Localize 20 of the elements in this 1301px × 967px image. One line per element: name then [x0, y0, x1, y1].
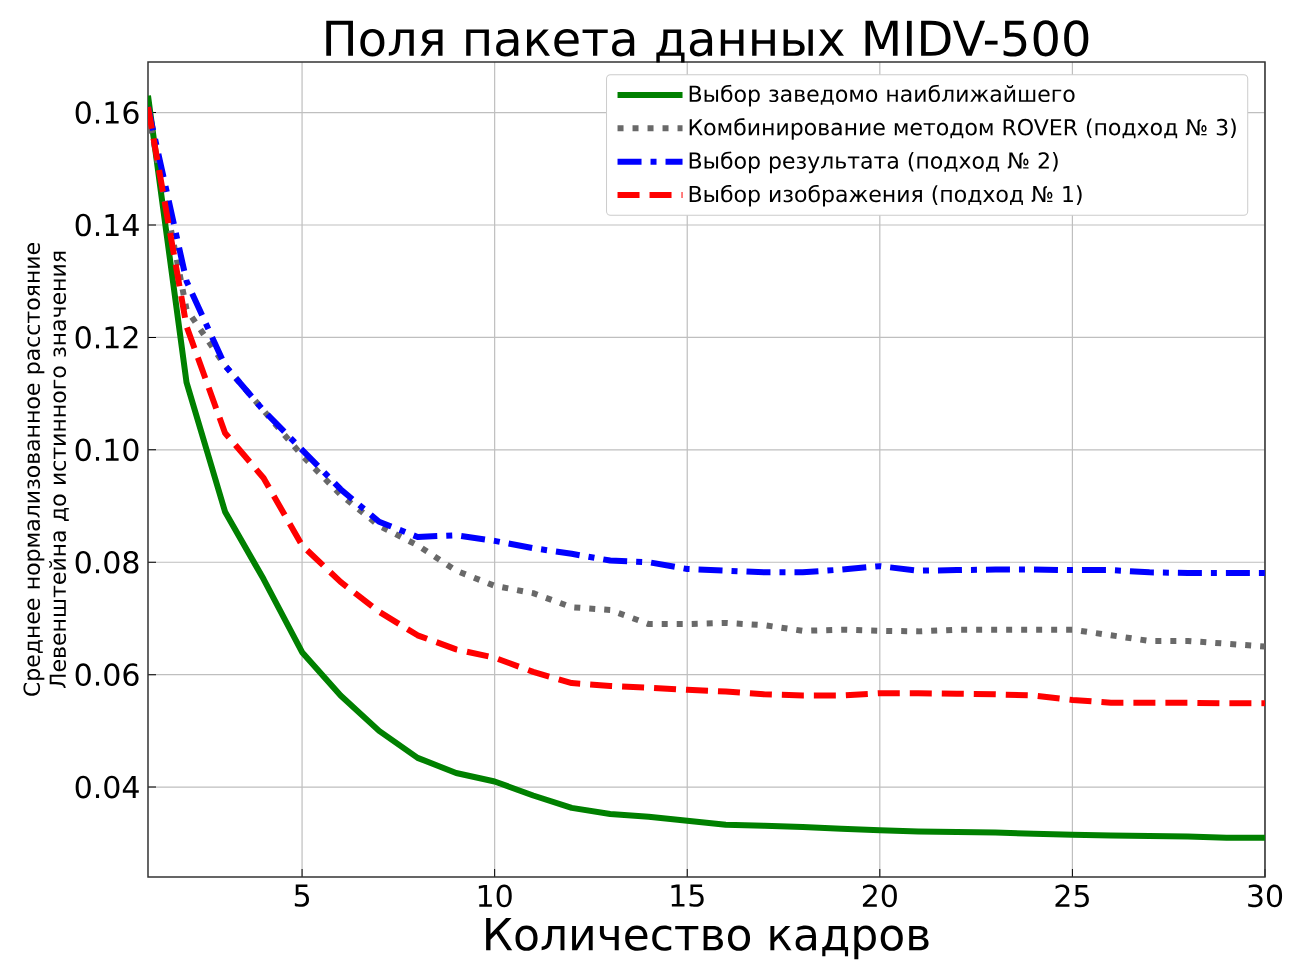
y-tick-label: 0.10 [75, 438, 139, 462]
x-tick-label: 15 [671, 884, 704, 907]
legend-label: Выбор заведомо наиближайшего [689, 84, 1075, 107]
chart-title: Поля пакета данных MIDV-500 [326, 20, 1089, 63]
legend-label: Комбинирование методом ROVER (подход № 3) [689, 118, 1236, 140]
x-axis-title: Количество кадров [486, 918, 929, 960]
y-tick-label: 0.08 [75, 550, 139, 574]
x-tick-label: 30 [1248, 884, 1283, 908]
x-tick-label: 25 [1055, 884, 1089, 908]
y-tick-label: 0.16 [75, 101, 139, 124]
y-tick-label: 0.04 [75, 775, 139, 799]
x-tick-label: 10 [478, 884, 512, 908]
legend-label: Выбор изображения (подход № 1) [689, 184, 1082, 207]
y-tick-label: 0.14 [75, 213, 139, 237]
y-tick-label: 0.12 [75, 326, 138, 349]
y-tick-label: 0.06 [75, 663, 139, 686]
x-tick-label: 20 [862, 884, 897, 908]
legend-label: Выбор результата (подход № 2) [689, 151, 1058, 174]
x-tick-label: 5 [294, 884, 309, 907]
y-axis-title: Среднее нормализованное расстояние Левенштейна до истинного значения [23, 243, 69, 696]
